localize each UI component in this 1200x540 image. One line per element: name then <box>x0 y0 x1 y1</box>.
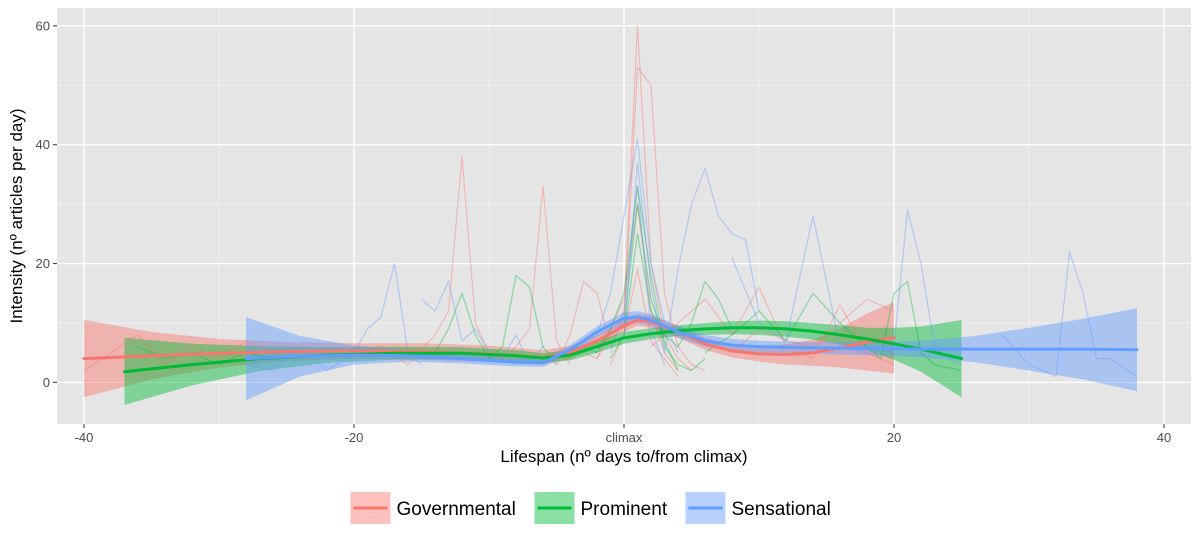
x-tick-label: -40 <box>75 430 94 445</box>
prominent-raw-line <box>583 185 706 372</box>
sensational-raw-line <box>421 280 544 366</box>
x-tick-label: 20 <box>887 430 901 445</box>
sensational-raw-line <box>893 209 962 366</box>
governmental-confidence-band <box>84 302 894 398</box>
prominent-raw-line <box>609 233 733 359</box>
legend-item-prominent: Prominent <box>534 492 668 524</box>
y-tick-label: 20 <box>36 256 50 271</box>
sensational-trend-line <box>244 315 1139 365</box>
y-tick-label: 0 <box>43 375 50 390</box>
x-tick-label: 40 <box>1157 430 1171 445</box>
governmental-trend-line <box>82 318 896 361</box>
prominent-raw-line <box>434 274 558 365</box>
y-tick-label: 40 <box>36 137 50 152</box>
legend-item-sensational: Sensational <box>685 492 831 524</box>
major-gridlines <box>57 8 1191 424</box>
governmental-raw-line <box>353 155 571 366</box>
x-axis: -40 -20 climax 20 40 <box>75 424 1171 445</box>
prominent-raw-line <box>623 203 679 371</box>
governmental-raw-line <box>583 66 706 372</box>
raw-series-lines <box>83 25 1138 378</box>
governmental-raw-line <box>555 25 692 371</box>
y-axis-title: Intensity (nº articles per day) <box>7 108 26 323</box>
x-axis-title: Lifespan (nº days to/from climax) <box>500 447 747 466</box>
legend-label: Prominent <box>581 499 668 520</box>
trend-lines <box>82 315 1139 374</box>
legend-label: Sensational <box>732 499 831 520</box>
legend-label: Governmental <box>397 499 516 520</box>
legend-item-governmental: Governmental <box>350 492 516 524</box>
prominent-raw-line <box>704 280 962 372</box>
x-tick-label: -20 <box>345 430 364 445</box>
y-axis: 0 20 40 60 <box>36 18 57 390</box>
sensational-raw-line <box>1001 251 1138 378</box>
governmental-raw-line <box>596 203 679 371</box>
x-tick-label: climax <box>606 430 643 445</box>
y-tick-label: 60 <box>36 18 50 33</box>
legend: Governmental Prominent Sensational <box>350 492 831 524</box>
plot-layer <box>82 25 1139 405</box>
sensational-raw-line <box>623 161 760 354</box>
sensational-raw-line <box>596 138 679 353</box>
governmental-raw-line <box>650 286 895 366</box>
sensational-raw-line <box>609 185 666 365</box>
